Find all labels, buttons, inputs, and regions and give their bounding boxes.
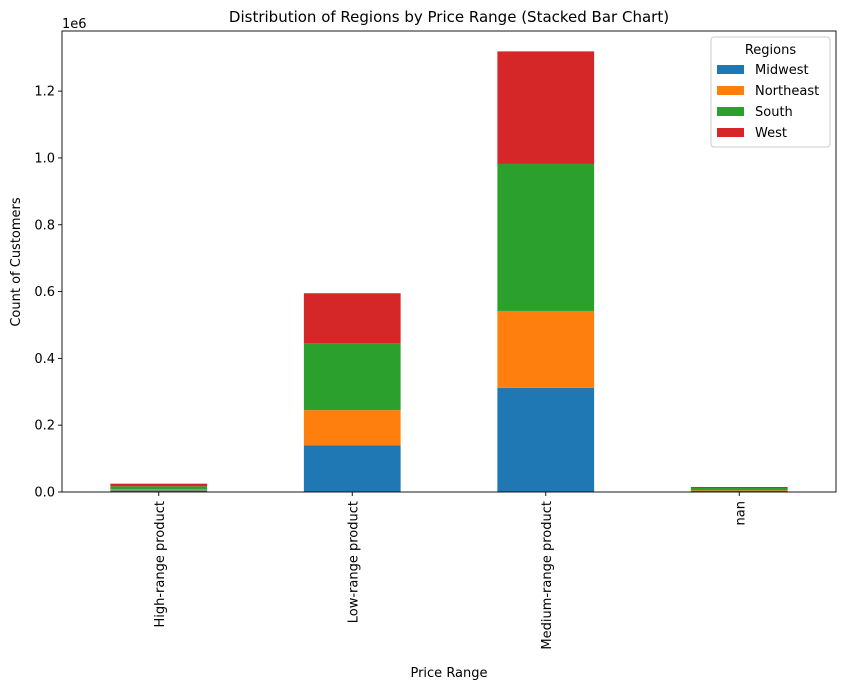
y-tick-label: 0.6 [34,285,55,300]
x-tick-label: nan [733,501,748,525]
y-tick-label: 0.4 [34,352,55,367]
bar-segment [497,163,595,311]
bar-segment [110,490,208,492]
x-tick-label: Low-range product [346,501,361,623]
bar-segment [303,410,401,446]
y-tick-label: 0.0 [34,486,55,501]
y-tick-label: 0.2 [34,419,55,434]
legend-entry-label: West [755,126,787,141]
bar-segment [303,343,401,411]
legend-box [710,36,831,148]
bar-segment [497,387,595,492]
legend: Regions Midwest Northeast South West [710,36,831,148]
bar-segment [497,51,595,164]
legend-swatch [717,128,744,137]
legend-swatch [717,86,744,95]
x-axis-label: Price Range [410,666,487,681]
bar-segment [690,486,788,488]
bar-segment [303,293,401,344]
axes-group: 0.0 0.2 0.4 0.6 0.8 1.0 1.2 High-range product L… [34,30,837,650]
x-tick-label: Medium-range product [540,501,555,650]
bar-segment [690,490,788,492]
legend-swatch [717,65,744,74]
legend-entry-label: South [755,105,793,120]
y-tick-label: 1.2 [34,85,55,100]
y-axis-offset-label: 1e6 [62,17,87,32]
legend-swatch [717,107,744,116]
y-axis-label: Count of Customers [9,197,24,327]
bar-segment [497,310,595,388]
chart-title: Distribution of Regions by Price Range (… [229,8,669,26]
bar-segment [303,445,401,492]
y-tick-label: 0.8 [34,218,55,233]
plot-frame [61,30,837,493]
bar-segment [110,488,208,491]
bar-segment [110,483,208,487]
legend-title: Regions [745,43,797,58]
legend-entry-label: Northeast [755,84,819,99]
bars-group [110,51,788,492]
bar-segment [110,486,208,489]
bar-segment [690,490,788,491]
y-tick-label: 1.0 [34,151,55,166]
x-tick-label: High-range product [153,501,168,628]
legend-entry-label: Midwest [755,63,809,78]
bar-segment [690,487,788,491]
